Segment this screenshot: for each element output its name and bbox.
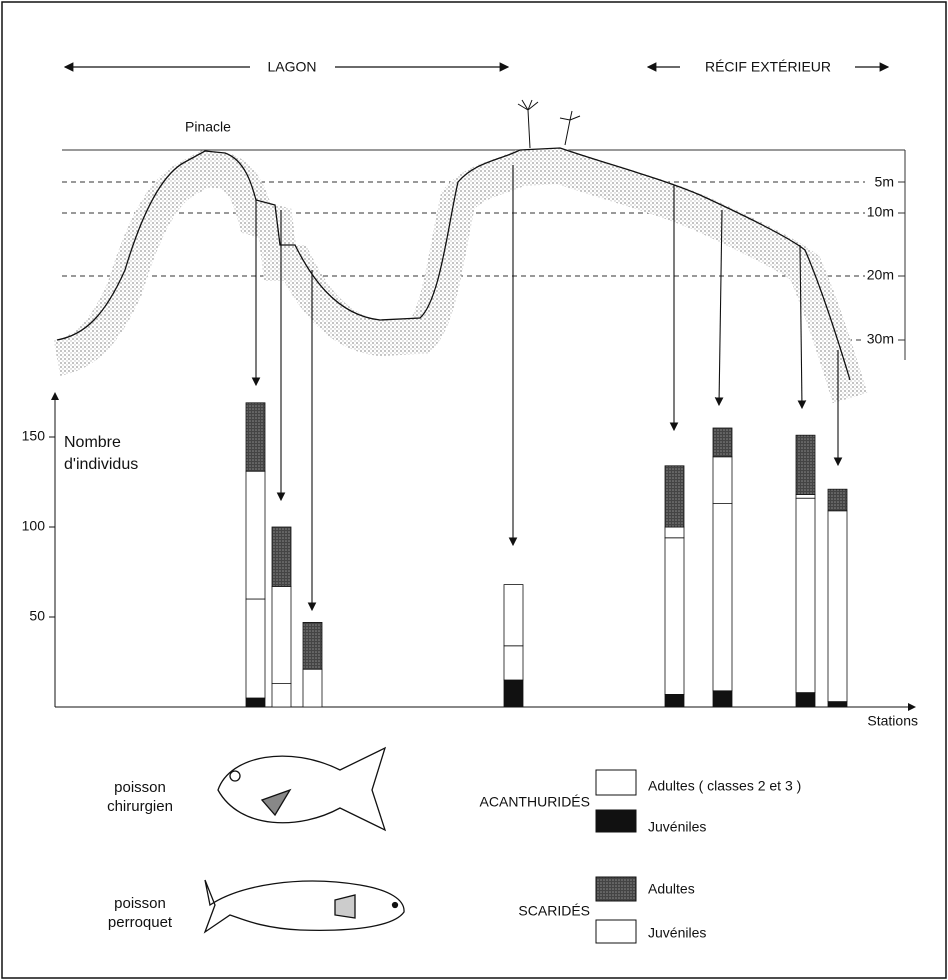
legend-label: Adultes	[648, 881, 695, 897]
zone-label: LAGON	[267, 59, 316, 75]
bar-segment	[665, 538, 684, 695]
figure: LAGON RÉCIF EXTÉRIEUR Pinacle 5m 10m 20m…	[0, 0, 948, 980]
fish-label: poisson perroquet	[90, 894, 190, 932]
bar-segment	[713, 504, 732, 691]
y-tick-label: 100	[22, 518, 46, 534]
bar-segment	[828, 489, 847, 511]
page: LAGON RÉCIF EXTÉRIEUR Pinacle 5m 10m 20m…	[0, 0, 948, 980]
bar-segment	[713, 691, 732, 707]
bar-segment	[246, 599, 265, 698]
fish-label: poisson chirurgien	[90, 778, 190, 816]
bar-segment	[796, 495, 815, 499]
depth-label: 5m	[875, 174, 894, 190]
depth-label: 30m	[867, 331, 894, 347]
y-tick-label: 150	[22, 428, 46, 444]
legend-swatches	[596, 770, 636, 943]
bar-segment	[303, 622, 322, 669]
bar-segment	[504, 680, 523, 707]
bar-segment	[272, 684, 291, 707]
bar-segment	[246, 698, 265, 707]
fish-drawings	[205, 748, 404, 932]
bar-segment	[828, 511, 847, 702]
bar-segment	[713, 457, 732, 504]
zone-label: RÉCIF EXTÉRIEUR	[705, 59, 831, 75]
depth-label: 10m	[867, 204, 894, 220]
bar-segment	[665, 466, 684, 527]
reef-profile	[57, 100, 850, 398]
bar-segment	[303, 669, 322, 707]
bar-segment	[796, 498, 815, 692]
legend-group: SCARIDÉS	[518, 903, 590, 919]
bar-segment	[713, 428, 732, 457]
bar-segment	[828, 702, 847, 707]
y-tick-label: 50	[29, 608, 45, 624]
legend-label: Adultes ( classes 2 et 3 )	[648, 778, 801, 794]
depth-label: 20m	[867, 267, 894, 283]
landmark-label: Pinacle	[185, 119, 231, 135]
bar-segment	[272, 527, 291, 586]
legend-label: Juvéniles	[648, 925, 706, 941]
bar-segment	[665, 694, 684, 707]
bar-segment	[796, 435, 815, 494]
bar-segment	[504, 585, 523, 646]
bar-segment	[246, 471, 265, 599]
bar-segment	[246, 403, 265, 471]
bar-segment	[665, 527, 684, 538]
bar-segment	[796, 693, 815, 707]
bar-segment	[504, 646, 523, 680]
x-axis-label: Stations	[867, 713, 918, 729]
legend-group: ACANTHURIDÉS	[480, 794, 590, 810]
y-axis-label: Nombre d'individus	[64, 432, 174, 476]
bar-segment	[272, 586, 291, 683]
legend-label: Juvéniles	[648, 819, 706, 835]
